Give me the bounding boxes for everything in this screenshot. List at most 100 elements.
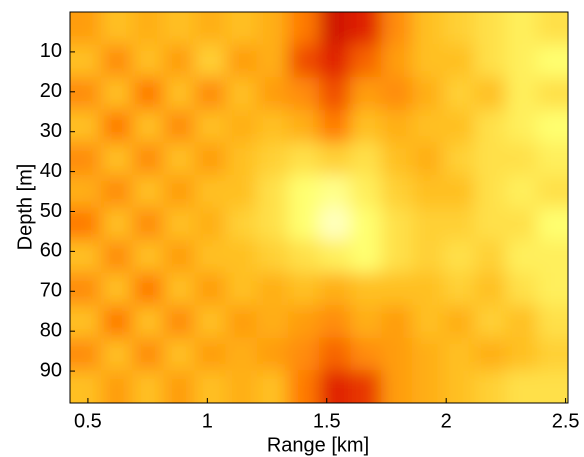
heatmap-cell (194, 77, 227, 111)
heatmap-cell (474, 337, 507, 371)
heatmap-cell (163, 207, 195, 241)
heatmap-cell (132, 337, 164, 371)
heatmap-cell (381, 12, 413, 46)
heatmap-cell (225, 12, 258, 46)
heatmap-cell (101, 77, 133, 111)
heatmap-cell (256, 77, 289, 111)
heatmap-cell (225, 44, 258, 78)
heatmap-cell (256, 240, 289, 274)
heatmap-cell (319, 207, 351, 241)
heatmap-cell (474, 142, 507, 176)
heatmap-cell (70, 77, 102, 111)
heatmap-cell (101, 337, 133, 371)
heatmap-cell (381, 305, 413, 339)
heatmap-cell (132, 44, 164, 78)
heatmap-cell (350, 240, 382, 274)
heatmap-cell (536, 174, 568, 208)
heatmap-cell (350, 305, 382, 339)
heatmap-cell (536, 142, 568, 176)
heatmap-cell (225, 337, 258, 371)
heatmap-cell (319, 12, 351, 46)
heatmap-cell (536, 305, 568, 339)
plot-frame (69, 11, 569, 404)
heatmap-cell (412, 109, 444, 143)
heatmap-cell (256, 305, 289, 339)
heatmap-cell (163, 240, 195, 274)
heatmap-cell (287, 240, 320, 274)
heatmap-cell (443, 12, 476, 46)
heatmap-cell (443, 142, 476, 176)
heatmap-cell (474, 305, 507, 339)
heatmap-cell (225, 77, 258, 111)
y-tick-label: 30 (40, 120, 62, 142)
heatmap-cell (443, 240, 476, 274)
heatmap-cell (132, 207, 164, 241)
heatmap-cell (132, 370, 164, 403)
heatmap-cell (287, 207, 320, 241)
heatmap-cell (505, 44, 538, 78)
y-tick-label: 90 (40, 359, 62, 381)
heatmap-cell (381, 142, 413, 176)
heatmap-cell (505, 305, 538, 339)
heatmap-cell (443, 109, 476, 143)
heatmap-cell (474, 370, 507, 403)
heatmap-cell (381, 240, 413, 274)
heatmap-cell (381, 370, 413, 403)
heatmap-cells (70, 12, 568, 403)
heatmap-cell (163, 109, 195, 143)
heatmap-cell (505, 174, 538, 208)
heatmap-cell (536, 240, 568, 274)
heatmap-cell (505, 77, 538, 111)
heatmap-cell (70, 142, 102, 176)
heatmap-cell (256, 174, 289, 208)
heatmap-cell (319, 337, 351, 371)
heatmap-cell (474, 174, 507, 208)
heatmap-cell (225, 370, 258, 403)
heatmap-cell (350, 44, 382, 78)
heatmap-cell (350, 12, 382, 46)
heatmap-cell (101, 240, 133, 274)
axes: 0.5 1 1.5 2 2.5 10 20 30 40 50 60 70 80 90 (40, 11, 580, 432)
heatmap-cell (70, 240, 102, 274)
heatmap-cell (194, 12, 227, 46)
heatmap-cell (381, 207, 413, 241)
heatmap-cell (443, 370, 476, 403)
x-tick-label: 1.5 (313, 410, 341, 432)
heatmap-cell (443, 207, 476, 241)
heatmap-cell (350, 174, 382, 208)
heatmap-cell (287, 142, 320, 176)
heatmap-cell (505, 240, 538, 274)
heatmap-cell (256, 44, 289, 78)
heatmap-cell (474, 272, 507, 306)
heatmap-cell (70, 44, 102, 78)
heatmap-cell (163, 12, 195, 46)
heatmap-cell (412, 174, 444, 208)
heatmap-cell (70, 337, 102, 371)
heatmap-cell (163, 337, 195, 371)
heatmap (70, 12, 568, 403)
heatmap-cell (443, 337, 476, 371)
heatmap-cell (256, 207, 289, 241)
heatmap-cell (194, 240, 227, 274)
heatmap-cell (287, 272, 320, 306)
heatmap-cell (536, 44, 568, 78)
heatmap-cell (505, 370, 538, 403)
heatmap-cell (194, 174, 227, 208)
x-axis-label: Range [km] (267, 434, 369, 456)
heatmap-cell (505, 337, 538, 371)
heatmap-cell (132, 77, 164, 111)
y-tick-label: 70 (40, 280, 62, 302)
y-tick-label: 80 (40, 319, 62, 341)
heatmap-cell (412, 77, 444, 111)
heatmap-cell (381, 174, 413, 208)
heatmap-cell (381, 77, 413, 111)
heatmap-cell (101, 142, 133, 176)
heatmap-cell (101, 272, 133, 306)
y-tick-label: 10 (40, 40, 62, 62)
heatmap-cell (350, 142, 382, 176)
heatmap-cell (70, 174, 102, 208)
heatmap-cell (412, 337, 444, 371)
heatmap-cell (256, 370, 289, 403)
